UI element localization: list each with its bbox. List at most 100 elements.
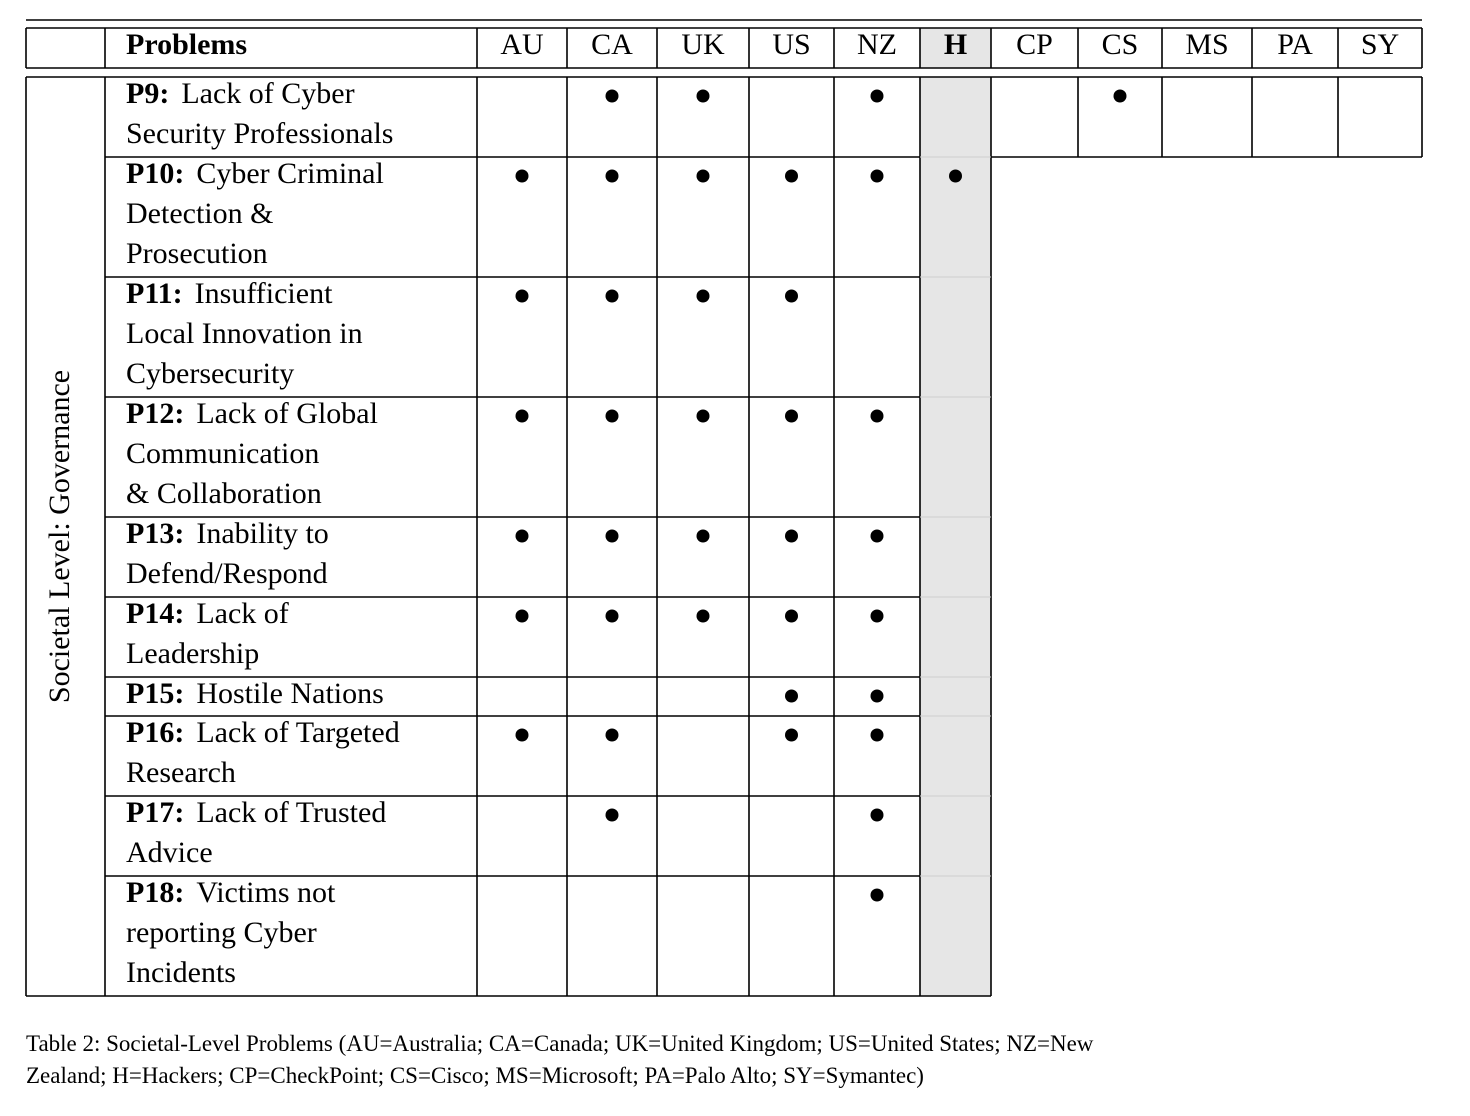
dot: [870, 609, 884, 623]
column-header: US: [772, 28, 810, 61]
problem-text: Prosecution: [126, 237, 268, 270]
column-header: H: [944, 28, 967, 61]
dot: [605, 808, 619, 822]
problem-text: Detection &: [126, 197, 273, 230]
problem-label: P12: Lack of Global: [126, 397, 378, 430]
problem-text: Hostile Nations: [196, 677, 384, 710]
column-header: AU: [500, 28, 544, 61]
problem-text: Inability to: [196, 517, 328, 550]
problem-id: P12:: [126, 397, 184, 430]
dot: [785, 289, 798, 303]
problem-text: Lack of Global: [196, 397, 378, 430]
dot: [605, 289, 619, 303]
column-header: UK: [681, 28, 725, 61]
column-header: PA: [1277, 28, 1313, 61]
dot: [870, 89, 884, 103]
problem-text: Defend/Respond: [126, 557, 328, 590]
highlight-column: [920, 77, 991, 996]
problem-text: Cybersecurity: [126, 357, 294, 390]
problem-id: P17:: [126, 796, 184, 829]
dot: [515, 609, 529, 623]
dot: [696, 529, 710, 543]
caption: Zealand; H=Hackers; CP=CheckPoint; CS=Ci…: [26, 1063, 924, 1088]
problem-text: Lack of Trusted: [196, 796, 386, 829]
problem-text: Leadership: [126, 637, 259, 670]
dot: [785, 689, 798, 703]
dot: [605, 169, 619, 183]
problem-label: P17: Lack of Trusted: [126, 796, 386, 829]
problem-id: P15:: [126, 677, 184, 710]
highlight-column: [920, 28, 991, 68]
problem-label: P9: Lack of Cyber: [126, 77, 355, 110]
dot: [949, 169, 962, 183]
problem-id: P16:: [126, 716, 184, 749]
problem-text: Advice: [126, 836, 213, 869]
column-header: CA: [591, 28, 633, 61]
column-header: Problems: [126, 28, 247, 61]
dot: [785, 529, 798, 543]
dot: [870, 169, 884, 183]
problem-id: P10:: [126, 157, 184, 190]
problem-text: Communication: [126, 437, 319, 470]
problem-text: Local Innovation in: [126, 317, 363, 350]
column-header: NZ: [857, 28, 897, 61]
problem-text: Lack of: [196, 597, 288, 630]
dot: [1113, 89, 1127, 103]
dot: [696, 169, 710, 183]
problem-id: P9:: [126, 77, 169, 110]
dot: [870, 529, 884, 543]
problem-label: P11: Insufficient: [126, 277, 333, 310]
dot: [515, 728, 529, 742]
dot: [870, 808, 884, 822]
problem-text: & Collaboration: [126, 477, 322, 510]
problem-id: P11:: [126, 277, 183, 310]
dot: [785, 609, 798, 623]
problem-text: reporting Cyber: [126, 916, 317, 949]
dot: [696, 89, 710, 103]
dot: [696, 609, 710, 623]
dot: [605, 529, 619, 543]
problem-id: P18:: [126, 876, 184, 909]
problem-label: P13: Inability to: [126, 517, 329, 550]
problem-text: Research: [126, 756, 236, 789]
dot: [870, 728, 884, 742]
problem-label: P10: Cyber Criminal: [126, 157, 384, 190]
problem-label: P18: Victims not: [126, 876, 336, 909]
column-header: CP: [1016, 28, 1053, 61]
dot: [515, 289, 529, 303]
problem-text: Lack of Targeted: [196, 716, 399, 749]
dot: [870, 888, 884, 902]
dot: [785, 169, 798, 183]
problem-text: Victims not: [196, 876, 336, 909]
dot: [605, 728, 619, 742]
problem-text: Lack of Cyber: [181, 77, 354, 110]
problem-label: P16: Lack of Targeted: [126, 716, 400, 749]
problem-label: P14: Lack of: [126, 597, 289, 630]
dot: [696, 409, 710, 423]
problem-id: P13:: [126, 517, 184, 550]
dot: [515, 169, 529, 183]
problem-id: P14:: [126, 597, 184, 630]
problem-text: Insufficient: [195, 277, 333, 310]
problem-label: P15: Hostile Nations: [126, 677, 384, 710]
column-header: SY: [1361, 28, 1399, 61]
problem-text: Cyber Criminal: [196, 157, 383, 190]
dot: [605, 89, 619, 103]
dot: [605, 609, 619, 623]
problem-text: Security Professionals: [126, 117, 393, 150]
group-label: Societal Level: Governance: [43, 370, 76, 703]
dot: [785, 409, 798, 423]
dot: [515, 529, 529, 543]
dot: [605, 409, 619, 423]
column-header: MS: [1185, 28, 1228, 61]
dot: [870, 689, 884, 703]
dot: [515, 409, 529, 423]
column-header: CS: [1102, 28, 1139, 61]
dot: [785, 728, 798, 742]
caption: Table 2: Societal-Level Problems (AU=Aus…: [26, 1031, 1094, 1056]
problem-text: Incidents: [126, 956, 236, 989]
dot: [870, 409, 884, 423]
dot: [696, 289, 710, 303]
